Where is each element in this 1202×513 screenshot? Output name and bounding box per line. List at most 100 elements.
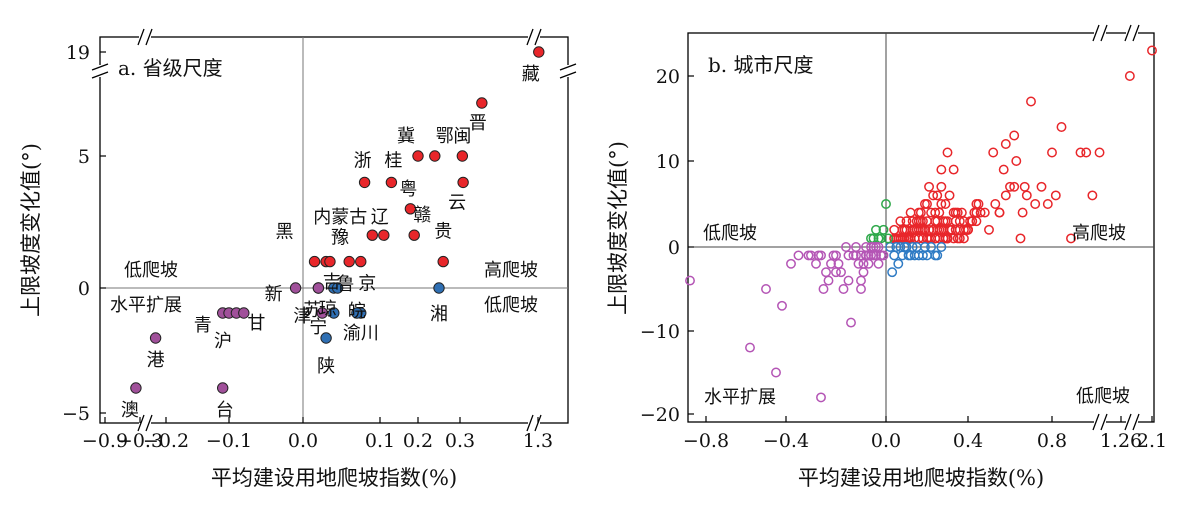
panel-b-point-high-climbing: [1021, 190, 1032, 201]
panel-a-point: [289, 282, 302, 294]
panel-b-point-horizontal-expansion: [843, 250, 854, 261]
panel-b-point-high-climbing: [1000, 190, 1011, 201]
panel-a-point: [331, 282, 344, 294]
panel-a-quadrant-low-climb: 低爬坡: [124, 260, 178, 281]
panel-a-point: [217, 382, 229, 394]
panel-a-point: [351, 307, 363, 319]
panel-b-point-high-climbing: [1094, 147, 1105, 158]
panel-b-frame: [687, 32, 1155, 423]
panel-a-point: [408, 229, 420, 241]
panel-a-point: [404, 203, 417, 215]
panel-b-ticks: −0.8 −0.4 0.0 0.4 0.8 1.262.1 −20 −10 0 10 20: [640, 66, 1167, 452]
panel-b-point-horizontal-expansion: [685, 275, 695, 286]
panel-a-x-break-bottom-slash: [137, 414, 145, 432]
panel-b-x-tick-label: 1.26: [1100, 430, 1142, 452]
panel-b-y-tick-label: 0: [668, 237, 680, 259]
panel-b-y-tick-label: −20: [640, 404, 680, 426]
panel-b-x-break-bottom-slash: [1100, 413, 1108, 431]
panel-a-y-axis-label: 上限坡度变化值(°): [19, 143, 43, 317]
panel-b-point-low-climbing: [926, 242, 937, 252]
panel-a-point: [355, 255, 367, 268]
panel-a-x-tick-label: 0.0: [288, 430, 318, 452]
panel-a-x-break-top-slash: [526, 28, 534, 46]
panel-a-point: [366, 229, 378, 241]
panel-b-point-high-climbing: [975, 207, 986, 218]
panel-b-point-high-climbing: [990, 199, 1001, 209]
panel-a-point-label: 新: [265, 284, 283, 305]
panel-a-x-break-bottom-slash: [526, 414, 534, 432]
panel-b-x-tick-label: −0.4: [763, 430, 809, 452]
panel-a-point: [429, 150, 441, 162]
panel-a-point-label: 贵: [434, 222, 452, 243]
panel-b-point-high-climbing: [1011, 156, 1022, 166]
panel-b-point-high-climbing: [1075, 147, 1086, 158]
panel-b-quadrant-horizontal: 水平扩展: [704, 387, 776, 408]
panel-a-point-labels: 藏晋冀鄂闽浙 桂云 粤内蒙古辽 赣黑 豫京 贵苏吉鲁湘 琼 皖渝川陕 新津宁 青沪甘港澳 台: [121, 64, 540, 421]
panel-a-point-label: 港: [147, 350, 165, 371]
panel-b-point-high-climbing: [936, 181, 947, 192]
panel-b-point-low-climbing: [887, 267, 898, 278]
panel-a-point-label: 内蒙古: [313, 207, 367, 228]
panel-b-quadrant-high-climb: 高爬坡: [1072, 223, 1126, 244]
panel-b-point-high-climbing: [895, 216, 906, 227]
panel-b-point-low-climbing: [893, 258, 904, 269]
panel-a-x-break-top-slash: [145, 28, 153, 46]
panel-b-point-high-climbing: [1005, 181, 1015, 192]
panel-a-point-label: 渝川: [343, 323, 379, 344]
panel-a-x-tick-label: 0.2: [403, 430, 433, 452]
panel-a-x-tick-label: −0.9: [82, 430, 128, 452]
panel-b-y-axis-label: 上限坡度变化值(°): [606, 141, 630, 315]
panel-a-y-break-left-slash: [91, 71, 109, 79]
panel-a-y-tick-label: 5: [78, 146, 90, 168]
panel-a-x-tick-label: −0.2: [143, 430, 189, 452]
panel-a-point: [433, 282, 445, 294]
panel-b-point-high-climbing: [928, 190, 939, 201]
panel-b-x-tick-label: 0.4: [953, 430, 983, 452]
panel-b-point-high-climbing: [1047, 147, 1057, 158]
panel-a-point-label: 湘: [430, 304, 448, 325]
panel-a-x-break-top-slash: [534, 28, 542, 46]
panel-b-point-high-climbing: [1015, 233, 1026, 244]
panel-b-x-break-top-slash: [1092, 24, 1100, 42]
panel-b-point-horizontal-expansion: [823, 275, 834, 286]
panel-a-point: [457, 176, 469, 189]
panel-b-x-break-top-slash: [1100, 24, 1108, 42]
panel-b-point-horizontal-expansion: [856, 284, 866, 294]
panel-a-point-label: 藏: [522, 64, 540, 85]
panel-b-point-low-climbing: [903, 250, 914, 261]
panel-a-point: [238, 307, 250, 319]
panel-b-point-horizontal-expansion: [871, 242, 881, 252]
panel-a-point: [412, 150, 424, 162]
panel-a-point: [378, 229, 390, 241]
panel-b-x-break-bottom-slash: [1132, 413, 1140, 431]
panel-b-point-high-climbing: [1042, 199, 1053, 209]
panel-b-point-horizontal-expansion: [786, 258, 796, 269]
panel-b-point-high-climbing: [1087, 190, 1098, 201]
panel-b-x-break-top-slash: [1132, 24, 1140, 42]
panel-a-point: [312, 282, 325, 294]
panel-b-x-axis-label: 平均建设用地爬坡指数(%): [798, 466, 1044, 490]
panel-b-point-high-climbing: [988, 147, 999, 158]
panel-a-x-tick-label: 0.3: [445, 430, 475, 452]
panel-b-point-horizontal-expansion: [821, 267, 831, 278]
panel-b-point-horizontal-expansion: [858, 267, 869, 278]
panel-a-point: [456, 150, 469, 162]
panel-b-x-tick-label: 2.1: [1137, 430, 1167, 452]
panel-a-point-label: 陕: [317, 356, 335, 377]
panel-b-point-high-climbing: [930, 207, 941, 218]
panel-b-point-low-climbing: [895, 242, 906, 252]
panel-a-point-label: 琼: [319, 299, 337, 320]
panel-b-point-low-climbing: [909, 250, 920, 261]
panel-b-x-tick-label: −0.8: [683, 430, 729, 452]
panel-a-point: [343, 255, 355, 268]
panel-b-point-horizontal-expansion: [873, 258, 884, 269]
panel-a-point-label: 浙: [354, 150, 372, 171]
panel-b-point-horizontal-expansion: [856, 275, 866, 286]
panel-b-point-horizontal-expansion: [838, 284, 849, 294]
panel-a-point-label: 吉: [323, 272, 341, 293]
panel-b-point-horizontal-expansion: [828, 250, 839, 261]
panel-a-point: [533, 46, 545, 58]
panel-b-quadrant-low-climb-right: 低爬坡: [1076, 386, 1130, 407]
panel-b-point-horizontal-expansion: [803, 250, 814, 261]
